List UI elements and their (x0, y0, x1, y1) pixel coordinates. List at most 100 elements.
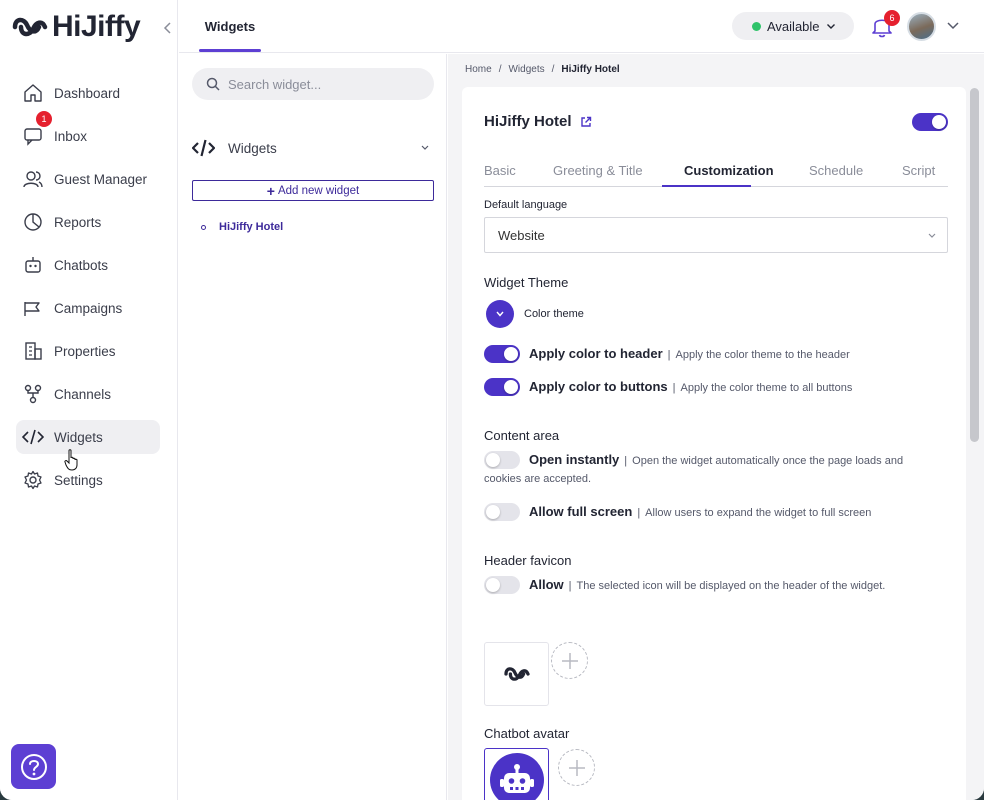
allow-full-screen-toggle[interactable] (484, 503, 520, 522)
sidebar-item-label: Widgets (54, 429, 103, 445)
inbox-badge: 1 (36, 111, 52, 127)
tab-schedule[interactable]: Schedule (809, 163, 864, 178)
option-name: Allow full screen (529, 504, 633, 519)
separator: | (667, 349, 671, 361)
help-button[interactable] (11, 744, 56, 789)
open-instantly-toggle[interactable] (484, 451, 520, 470)
add-favicon-button[interactable] (551, 642, 588, 679)
tab-greeting-title[interactable]: Greeting & Title (553, 163, 643, 178)
option-description: The selected icon will be displayed on t… (576, 580, 886, 592)
building-icon (22, 340, 44, 362)
scrollbar-thumb[interactable] (970, 88, 979, 442)
widget-title-text: HiJiffy Hotel (484, 113, 572, 130)
option-description: Allow users to expand the widget to full… (645, 507, 872, 519)
allow-full-screen-option: Allow full screen | Allow users to expand … (484, 503, 924, 522)
megaphone-icon (22, 297, 44, 319)
breadcrumb-home[interactable]: Home (465, 64, 492, 75)
chatbot-avatar-preview[interactable] (484, 748, 549, 800)
widget-title: HiJiffy Hotel (484, 113, 592, 130)
plus-icon (568, 759, 585, 776)
sidebar-item-inbox[interactable]: 1 Inbox (16, 111, 160, 153)
sidebar-item-reports[interactable]: Reports (16, 205, 160, 239)
widget-enabled-toggle[interactable] (912, 113, 948, 131)
separator: | (624, 455, 628, 467)
tab-script[interactable]: Script (902, 163, 936, 178)
hijiffy-logo-icon (12, 17, 48, 37)
apply-color-buttons-toggle[interactable] (484, 378, 520, 397)
tab-customization[interactable]: Customization (684, 163, 774, 178)
favicon-preview[interactable] (484, 642, 549, 706)
question-icon (20, 753, 47, 780)
sidebar-item-properties[interactable]: Properties (16, 334, 160, 368)
code-icon (192, 139, 215, 157)
sidebar-item-channels[interactable]: Channels (16, 377, 160, 411)
color-theme-picker[interactable]: Color theme (486, 300, 584, 328)
logo[interactable]: HiJiffy (12, 10, 141, 44)
sidebar-item-guest-manager[interactable]: Guest Manager (16, 162, 160, 196)
favicon-allow-option: Allow | The selected icon will be displaye… (484, 576, 924, 595)
scrollbar[interactable] (970, 88, 979, 800)
favicon-allow-toggle[interactable] (484, 576, 520, 595)
users-icon (22, 168, 44, 190)
sidebar-item-chatbots[interactable]: Chatbots (16, 248, 160, 282)
sidebar-item-label: Reports (54, 214, 102, 230)
chevron-down-icon (826, 24, 835, 29)
hijiffy-logo-icon (503, 667, 530, 681)
channels-icon (22, 383, 44, 405)
widgets-group-header[interactable]: Widgets (192, 136, 434, 160)
breadcrumb-widgets[interactable]: Widgets (508, 64, 545, 75)
bullet-icon (201, 224, 206, 230)
search-icon (206, 77, 220, 91)
search-box (192, 68, 434, 100)
chevron-down-icon (421, 145, 429, 150)
collapse-sidebar-icon[interactable] (160, 20, 174, 36)
breadcrumb-current: HiJiffy Hotel (561, 64, 620, 75)
robot-icon (22, 254, 44, 276)
availability-dropdown[interactable]: Available (732, 12, 854, 40)
breadcrumb-separator: / (498, 64, 502, 75)
sidebar-item-widgets[interactable]: Widgets (16, 420, 160, 454)
default-language-label: Default language (484, 199, 568, 211)
external-link-icon[interactable] (580, 116, 592, 128)
top-bar: Widgets Available 6 (179, 0, 984, 53)
logo-text: HiJiffy (52, 10, 141, 43)
apply-color-header-toggle[interactable] (484, 345, 520, 364)
add-avatar-button[interactable] (558, 749, 595, 786)
separator: | (568, 580, 572, 592)
option-description: Apply the color theme to the header (675, 349, 850, 361)
list-item[interactable]: HiJiffy Hotel (201, 221, 283, 233)
sidebar-item-label: Channels (54, 386, 112, 402)
add-new-widget-button[interactable]: + Add new widget (192, 180, 434, 201)
sidebar-item-label: Inbox (54, 128, 88, 144)
tab-basic[interactable]: Basic (484, 163, 516, 178)
user-avatar[interactable] (907, 12, 936, 41)
search-input[interactable] (228, 76, 418, 92)
sidebar-item-dashboard[interactable]: Dashboard (16, 76, 160, 110)
option-description: Apply the color theme to all buttons (680, 382, 853, 394)
option-name: Open instantly (529, 452, 620, 467)
default-language-select[interactable]: Website (484, 217, 948, 253)
apply-color-header-option: Apply color to header | Apply the color th… (484, 345, 924, 364)
plus-icon: + (266, 182, 275, 199)
color-swatch[interactable] (486, 300, 514, 328)
chat-icon (22, 125, 44, 147)
breadcrumb: Home / Widgets / HiJiffy Hotel (465, 64, 620, 75)
apply-color-buttons-option: Apply color to buttons | Apply the color t… (484, 378, 924, 397)
sidebar-nav: Dashboard 1 Inbox Guest Manager Reports (16, 76, 160, 506)
tab-widgets[interactable]: Widgets (204, 19, 256, 34)
option-description: Open the widget automatically once the p… (484, 455, 904, 486)
default-language-value: Website (498, 227, 545, 243)
sidebar-item-settings[interactable]: Settings (16, 463, 160, 497)
sidebar-item-campaigns[interactable]: Campaigns (16, 291, 160, 325)
breadcrumb-separator: / (551, 64, 555, 75)
separator: | (672, 382, 676, 394)
open-instantly-option: Open instantly | Open the widget automatic… (484, 451, 924, 488)
widget-theme-title: Widget Theme (484, 275, 569, 290)
sidebar-item-label: Guest Manager (54, 171, 148, 187)
chevron-down-icon (496, 311, 504, 317)
sidebar-item-label: Dashboard (54, 85, 121, 101)
chevron-down-icon[interactable] (946, 20, 960, 32)
header-favicon-title: Header favicon (484, 553, 572, 568)
code-icon (22, 426, 44, 448)
